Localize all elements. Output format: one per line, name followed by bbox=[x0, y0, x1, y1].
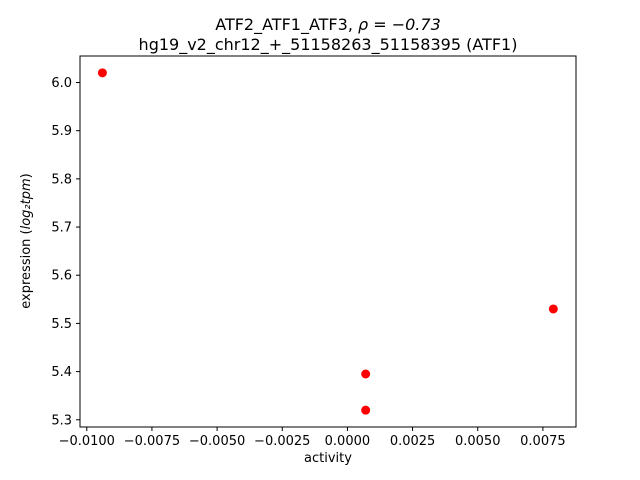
y-tick-label: 5.5 bbox=[51, 317, 72, 332]
x-tick-label: 0.0075 bbox=[520, 434, 566, 449]
x-tick-label: 0.0050 bbox=[455, 434, 501, 449]
y-tick-label: 5.4 bbox=[51, 365, 72, 380]
x-tick-label: −0.0050 bbox=[189, 434, 245, 449]
y-tick-label: 5.9 bbox=[51, 124, 72, 139]
x-axis-ticks: −0.0100 −0.0075 −0.0050 −0.0025 0.0000 0.0025… bbox=[59, 427, 566, 449]
x-tick-label: −0.0100 bbox=[59, 434, 115, 449]
y-axis-ticks: 5.3 5.4 5.5 5.6 5.7 5.8 5.9 6.0 bbox=[51, 76, 80, 428]
x-tick-label: 0.0025 bbox=[390, 434, 436, 449]
chart-title-prefix: ATF2_ATF1_ATF3, bbox=[215, 15, 358, 35]
y-tick-label: 5.3 bbox=[51, 413, 72, 428]
y-axis-label-math: log₂tpm bbox=[19, 178, 34, 229]
data-point bbox=[361, 405, 371, 415]
x-tick-label: 0.0000 bbox=[325, 434, 371, 449]
y-tick-label: 5.8 bbox=[51, 172, 72, 187]
x-tick-label: −0.0025 bbox=[254, 434, 310, 449]
chart-title-rho: ρ = −0.73 bbox=[358, 15, 441, 34]
y-axis-label-prefix: expression ( bbox=[19, 229, 34, 308]
x-axis-label: activity bbox=[304, 451, 352, 466]
data-points bbox=[97, 68, 558, 415]
chart-subtitle: hg19_v2_chr12_+_51158263_51158395 (ATF1) bbox=[139, 35, 518, 55]
data-point bbox=[97, 68, 107, 78]
y-tick-label: 5.6 bbox=[51, 269, 72, 284]
y-tick-label: 5.7 bbox=[51, 221, 72, 236]
y-axis-label: expression (log₂tpm) bbox=[19, 173, 34, 308]
x-tick-label: −0.0075 bbox=[124, 434, 180, 449]
chart-title: ATF2_ATF1_ATF3, ρ = −0.73 bbox=[215, 15, 441, 35]
y-axis-label-suffix: ) bbox=[19, 173, 34, 178]
y-tick-label: 6.0 bbox=[51, 76, 72, 91]
data-point bbox=[548, 304, 558, 314]
data-point bbox=[361, 369, 371, 379]
axes-frame bbox=[79, 55, 577, 428]
